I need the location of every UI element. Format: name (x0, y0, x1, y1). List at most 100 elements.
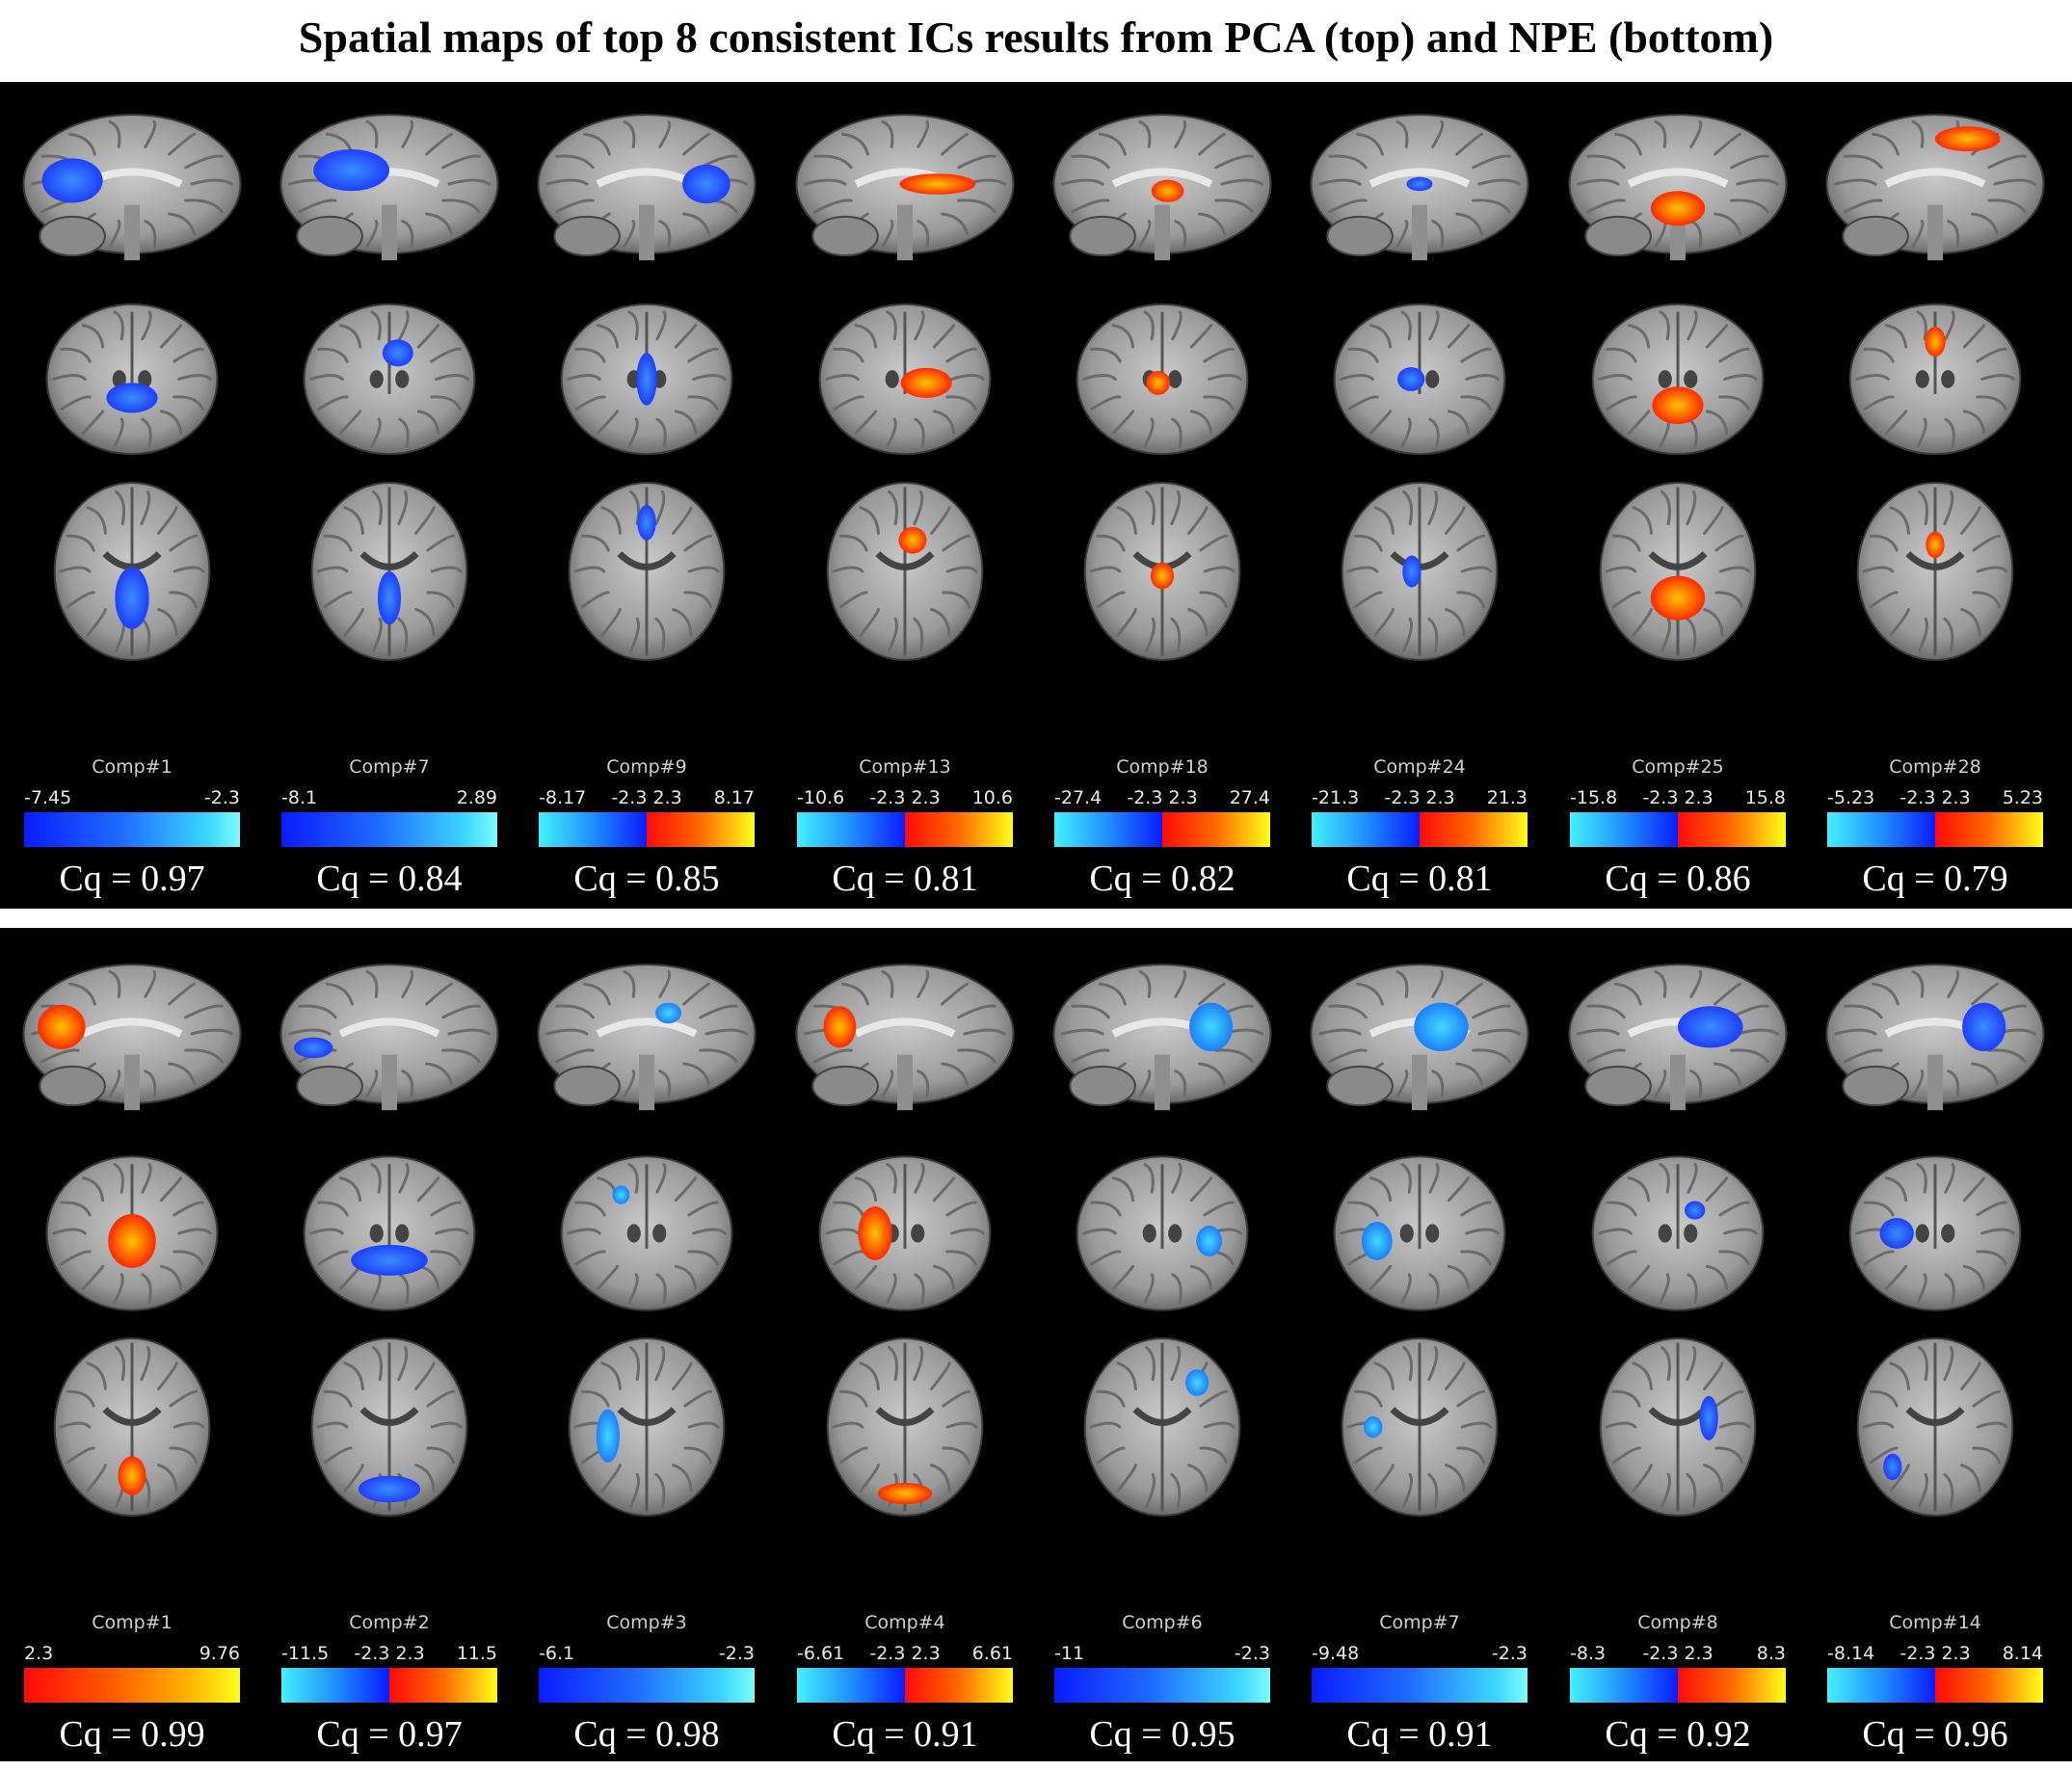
sagittal-view (1549, 88, 1807, 280)
colorbar-tick: -11.5 (281, 1643, 330, 1664)
colorbar-tick: -8.17 (539, 787, 587, 808)
colorbar-tick-labels: -6.61 -2.3 2.3 6.61 (797, 1643, 1013, 1666)
axial-view (1549, 475, 1807, 668)
component-label: Comp#8 (1637, 1612, 1718, 1633)
axial-view (776, 1331, 1034, 1523)
colorbar-tick-labels: -8.3 -2.3 2.3 8.3 (1570, 1643, 1786, 1666)
sagittal-slice-image (1052, 964, 1272, 1111)
colorbar (1570, 812, 1786, 847)
coronal-slice-image (818, 1155, 992, 1311)
activation-blob (1650, 575, 1706, 621)
sagittal-slice-image (1310, 114, 1529, 261)
consistency-score: Cq = 0.79 (1862, 859, 2008, 899)
colorbar-tick: -2.3 (203, 787, 240, 808)
consistency-score: Cq = 0.97 (316, 1714, 463, 1755)
pca-panel: Comp#1 -7.45 -2.3 Cq = 0.97 Comp#7 -8.1 2.89 Cq… (0, 82, 2072, 909)
consistency-score: Cq = 0.91 (832, 1714, 978, 1755)
component-label: Comp#2 (349, 1612, 430, 1633)
colorbar-tick: -9.48 (1312, 1643, 1360, 1664)
sagittal-view (518, 88, 776, 280)
activation-blob (1364, 1415, 1383, 1439)
colorbar-tick-labels: -21.3 -2.3 2.3 21.3 (1312, 787, 1527, 810)
consistency-score: Cq = 0.86 (1605, 859, 1751, 899)
activation-blob (1189, 1002, 1234, 1051)
activation-blob (823, 1006, 857, 1048)
bottom-component-6: Comp#7 -9.48 -2.3 Cq = 0.91 (1290, 928, 1549, 1761)
axial-slice-image (1341, 482, 1499, 661)
colorbar-tick: -2.3 2.3 (869, 787, 941, 808)
coronal-view (1290, 1142, 1549, 1325)
component-label: Comp#1 (92, 1612, 173, 1633)
activation-blob (38, 1004, 86, 1049)
colorbar-tick: -8.3 (1570, 1643, 1607, 1664)
colorbar-tick: -5.23 (1827, 787, 1875, 808)
activation-blob (1150, 562, 1175, 590)
colorbar-tick: -2.3 2.3 (1899, 787, 1971, 808)
colorbar-tick-labels: -15.8 -2.3 2.3 15.8 (1570, 787, 1786, 810)
coronal-slice-image (1591, 1155, 1765, 1311)
component-label: Comp#9 (606, 756, 687, 778)
activation-blob (900, 367, 952, 398)
bottom-component-5: Comp#6 -11 -2.3 Cq = 0.95 (1033, 928, 1291, 1761)
colorbar (24, 812, 240, 847)
bottom-component-7: Comp#8 -8.3 -2.3 2.3 8.3 Cq = 0.92 (1549, 928, 1807, 1761)
component-label: Comp#1 (92, 756, 173, 778)
sagittal-slice-image (795, 964, 1015, 1111)
axial-view (518, 1331, 776, 1523)
coronal-slice-image (1333, 303, 1506, 456)
consistency-score: Cq = 0.96 (1862, 1714, 2008, 1755)
colorbar (539, 812, 755, 847)
component-label: Comp#28 (1889, 756, 1981, 778)
colorbar-tick: 8.17 (713, 787, 755, 808)
sagittal-slice-image (1825, 114, 2045, 261)
activation-blob (313, 149, 389, 192)
axial-slice-image (1083, 482, 1241, 661)
coronal-view (1806, 290, 2064, 468)
component-label: Comp#7 (1379, 1612, 1460, 1633)
component-label: Comp#13 (859, 756, 951, 778)
top-component-2: Comp#7 -8.1 2.89 Cq = 0.84 (260, 82, 518, 909)
colorbar-tick: -2.3 2.3 (1642, 1643, 1713, 1664)
sagittal-slice-image (22, 114, 242, 261)
colorbar-tick-labels: -10.6 -2.3 2.3 10.6 (797, 787, 1013, 810)
colorbar-tick: 21.3 (1486, 787, 1527, 808)
coronal-view (3, 290, 261, 468)
activation-blob (382, 339, 413, 367)
colorbar-tick-labels: 2.3 9.76 (24, 1643, 240, 1666)
activation-blob (877, 1482, 933, 1505)
coronal-slice-image (1848, 1155, 2022, 1311)
component-label: Comp#7 (349, 756, 430, 778)
colorbar-tick: -10.6 (797, 787, 845, 808)
activation-blob (115, 567, 149, 629)
colorbar-tick: -2.3 (718, 1643, 755, 1664)
colorbar-tick: -8.14 (1827, 1643, 1875, 1664)
consistency-score: Cq = 0.85 (573, 859, 720, 899)
sagittal-view (1290, 88, 1549, 280)
coronal-slice-image (303, 1155, 476, 1311)
activation-blob (1414, 1002, 1469, 1051)
colorbar-tick: -15.8 (1570, 787, 1618, 808)
coronal-view (3, 1142, 261, 1325)
colorbar-tick: 6.61 (971, 1643, 1013, 1664)
colorbar (1570, 1668, 1786, 1703)
sagittal-view (776, 938, 1034, 1130)
colorbar-tick-labels: -9.48 -2.3 (1312, 1643, 1527, 1666)
colorbar-tick: -6.1 (539, 1643, 575, 1664)
colorbar (1827, 812, 2043, 847)
sagittal-slice-image (537, 964, 757, 1111)
component-label: Comp#6 (1122, 1612, 1203, 1633)
activation-blob (1925, 327, 1946, 357)
consistency-score: Cq = 0.92 (1605, 1714, 1751, 1755)
coronal-slice-image (45, 1155, 219, 1311)
sagittal-view (1033, 938, 1291, 1130)
activation-blob (1196, 1226, 1222, 1256)
activation-blob (858, 1206, 892, 1260)
coronal-view (1549, 290, 1807, 468)
bottom-component-4: Comp#4 -6.61 -2.3 2.3 6.61 Cq = 0.91 (776, 928, 1034, 1761)
activation-blob (41, 158, 103, 203)
coronal-view (1549, 1142, 1807, 1325)
activation-blob (1185, 1369, 1209, 1396)
colorbar (281, 812, 497, 847)
colorbar-tick: -7.45 (24, 787, 72, 808)
top-component-5: Comp#18 -27.4 -2.3 2.3 27.4 Cq = 0.82 (1033, 82, 1291, 909)
